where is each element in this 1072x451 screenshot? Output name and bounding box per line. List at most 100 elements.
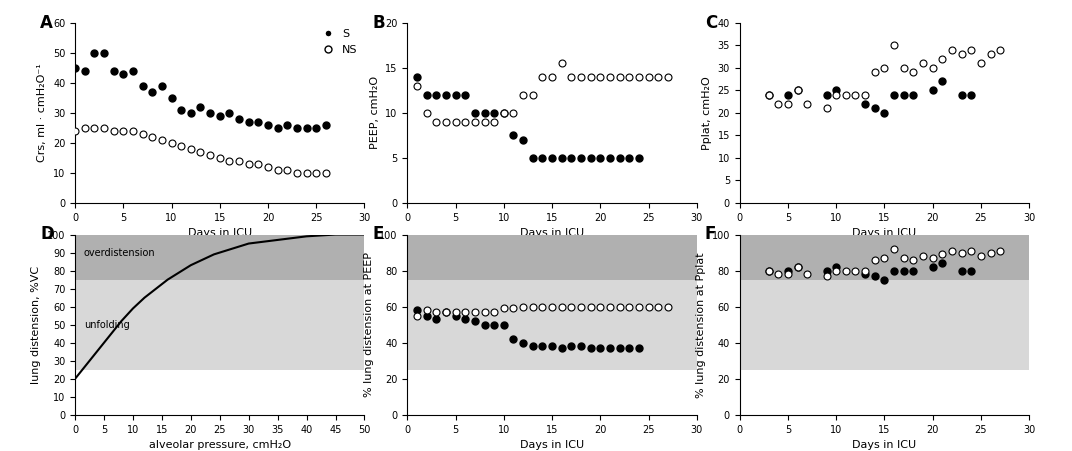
Point <box>115 70 132 77</box>
Point <box>105 127 122 134</box>
Point <box>95 124 113 131</box>
Bar <box>75 235 364 280</box>
Bar <box>407 235 697 280</box>
Point <box>534 154 551 161</box>
Text: C: C <box>705 14 717 32</box>
Point <box>221 157 238 165</box>
Point <box>153 136 170 143</box>
Point <box>934 55 951 62</box>
Point <box>650 73 667 80</box>
Point <box>789 87 806 94</box>
Point <box>534 303 551 310</box>
Point <box>630 345 647 352</box>
Point <box>476 118 493 125</box>
Point <box>86 49 103 56</box>
Point <box>163 139 180 147</box>
Point <box>457 91 474 98</box>
Point <box>789 87 806 94</box>
Point <box>876 64 893 71</box>
Point <box>630 303 647 310</box>
Point <box>250 160 267 167</box>
Point <box>943 247 961 254</box>
Point <box>789 263 806 271</box>
Point <box>476 321 493 328</box>
Point <box>76 124 93 131</box>
Point <box>544 73 561 80</box>
Point <box>837 91 854 98</box>
Point <box>259 163 277 170</box>
Point <box>611 303 628 310</box>
Point <box>992 247 1009 254</box>
Point <box>572 154 590 161</box>
Point <box>592 303 609 310</box>
Point <box>837 267 854 274</box>
Point <box>924 87 941 94</box>
Point <box>95 49 113 56</box>
Point <box>428 118 445 125</box>
Point <box>544 343 561 350</box>
Point <box>592 345 609 352</box>
Point <box>953 267 970 274</box>
Point <box>408 73 426 80</box>
Point <box>630 154 647 161</box>
Point <box>760 91 777 98</box>
Point <box>495 305 512 312</box>
Point <box>192 148 209 156</box>
Point <box>192 103 209 110</box>
Point <box>553 60 570 67</box>
Point <box>582 73 599 80</box>
Point <box>230 157 248 165</box>
Point <box>934 78 951 85</box>
Point <box>505 132 522 139</box>
Point <box>524 303 541 310</box>
Point <box>466 118 483 125</box>
Point <box>408 82 426 89</box>
Y-axis label: PEEP, cmH₂O: PEEP, cmH₂O <box>370 76 379 149</box>
Point <box>779 271 796 278</box>
Point <box>963 46 980 53</box>
Text: D: D <box>41 226 54 244</box>
Point <box>818 105 835 112</box>
Point <box>611 345 628 352</box>
Point <box>601 303 619 310</box>
Point <box>221 109 238 116</box>
Point <box>534 343 551 350</box>
Point <box>924 64 941 71</box>
Point <box>779 100 796 107</box>
Point <box>428 316 445 323</box>
Point <box>66 127 84 134</box>
Point <box>269 166 286 174</box>
Point <box>76 67 93 74</box>
Point <box>505 109 522 116</box>
Point <box>115 127 132 134</box>
Point <box>495 109 512 116</box>
Point <box>885 267 903 274</box>
Point <box>592 154 609 161</box>
Point <box>466 318 483 325</box>
Point <box>447 118 464 125</box>
Point <box>640 303 657 310</box>
Point <box>466 308 483 316</box>
Y-axis label: % lung distension at PEEP: % lung distension at PEEP <box>363 252 374 397</box>
Point <box>818 91 835 98</box>
Point <box>124 67 142 74</box>
Point <box>601 73 619 80</box>
Point <box>611 73 628 80</box>
Point <box>250 118 267 125</box>
Point <box>953 91 970 98</box>
Point <box>914 60 932 67</box>
Point <box>544 154 561 161</box>
Point <box>308 124 325 131</box>
Point <box>857 267 874 274</box>
Point <box>563 154 580 161</box>
Point <box>457 118 474 125</box>
Point <box>563 303 580 310</box>
Point <box>437 91 455 98</box>
Point <box>418 307 435 314</box>
Point <box>279 166 296 174</box>
Point <box>963 91 980 98</box>
Point <box>544 303 561 310</box>
Point <box>953 249 970 256</box>
Point <box>943 46 961 53</box>
Bar <box>75 280 364 370</box>
